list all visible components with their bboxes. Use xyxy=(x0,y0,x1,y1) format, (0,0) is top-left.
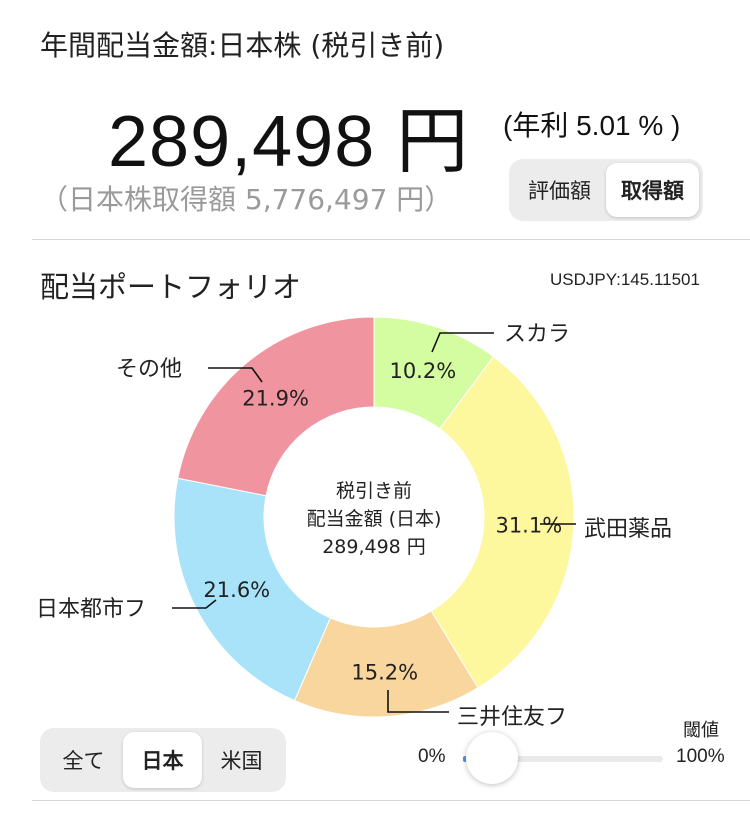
center-label-dividend: 配当金額 (日本) xyxy=(307,508,442,530)
slice-percent-label: 31.1% xyxy=(495,513,562,537)
donut-slice[interactable] xyxy=(177,316,375,497)
region-option-all[interactable]: 全て xyxy=(62,749,105,773)
center-label-amount: 289,498 円 xyxy=(322,536,426,558)
page-title: 年間配当金額:日本株 (税引き前) xyxy=(40,29,445,62)
slice-name-label: 武田薬品 xyxy=(584,517,672,542)
region-option-japan[interactable]: 日本 xyxy=(123,732,202,788)
basis-option-acquisition-cost[interactable]: 取得額 xyxy=(606,163,699,217)
slice-leader-line xyxy=(172,599,217,609)
threshold-slider-fill xyxy=(463,756,467,762)
slice-percent-label: 15.2% xyxy=(351,661,418,685)
threshold-slider-handle[interactable] xyxy=(466,732,518,784)
divider xyxy=(32,239,750,240)
threshold-slider-track[interactable] xyxy=(463,756,663,762)
threshold-label: 閾値 xyxy=(683,720,719,741)
slice-name-label: 日本都市フ xyxy=(36,597,146,622)
basis-option-market-value[interactable]: 評価額 xyxy=(528,179,591,203)
donut-hole xyxy=(277,420,471,614)
dividend-yield: (年利 5.01 % ) xyxy=(503,110,681,141)
slice-percent-label: 21.9% xyxy=(242,386,309,410)
donut-slice[interactable] xyxy=(430,355,575,689)
slice-name-label: スカラ xyxy=(504,322,570,347)
donut-slice[interactable] xyxy=(173,477,331,702)
fx-rate: USDJPY:145.11501 xyxy=(550,270,700,289)
divider xyxy=(32,800,750,801)
center-label-tax: 税引き前 xyxy=(336,480,412,502)
slice-name-label: 三井住友フ xyxy=(457,705,567,730)
threshold-max-label: 100% xyxy=(676,746,725,767)
slice-percent-label: 21.6% xyxy=(203,578,270,602)
cost-basis: （日本株取得額 5,776,497 円） xyxy=(40,183,453,216)
threshold-min-label: 0% xyxy=(418,746,446,767)
basis-toggle: 評価額 取得額 xyxy=(509,159,703,221)
slice-leader-line xyxy=(431,332,494,353)
portfolio-title: 配当ポートフォリオ xyxy=(40,270,302,304)
slice-leader-line xyxy=(208,367,263,383)
slice-leader-line xyxy=(387,690,449,713)
annual-dividend-total: 289,498 円 xyxy=(108,102,470,182)
region-option-us[interactable]: 米国 xyxy=(220,749,263,773)
slice-name-label: その他 xyxy=(116,357,182,382)
slice-percent-label: 10.2% xyxy=(389,359,456,383)
region-toggle: 全て 日本 米国 xyxy=(40,728,286,792)
